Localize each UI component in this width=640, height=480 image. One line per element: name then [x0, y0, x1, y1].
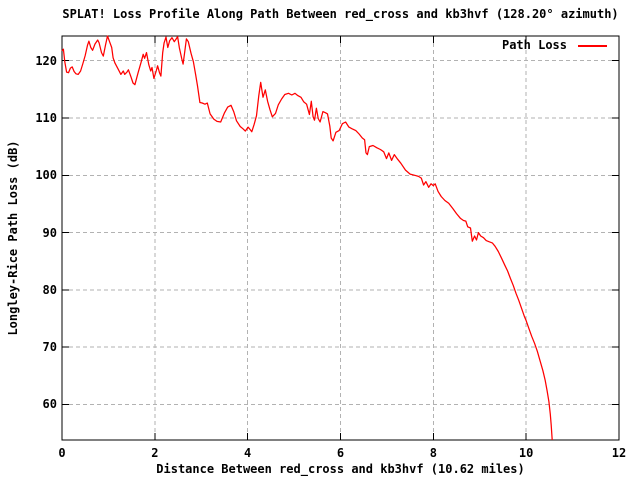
y-tick-label-120: 120 [35, 53, 57, 68]
legend-label: Path Loss [501, 38, 567, 52]
x-tick-label-10: 10 [518, 446, 534, 460]
x-tick-label-12: 12 [611, 446, 627, 460]
x-tick-label-2: 2 [151, 446, 159, 460]
y-tick-label-80: 80 [42, 282, 57, 297]
legend: Path Loss [502, 39, 607, 52]
x-tick-label-8: 8 [429, 446, 437, 460]
y-tick-label-60: 60 [42, 397, 57, 412]
y-tick-label-100: 100 [35, 168, 57, 183]
path-loss-curve [61, 35, 553, 441]
x-tick-label-0: 0 [58, 446, 66, 460]
y-tick-label-90: 90 [42, 225, 57, 240]
y-tick-label-70: 70 [42, 340, 57, 355]
chart-title: SPLAT! Loss Profile Along Path Between r… [62, 7, 619, 21]
y-tick-label-110: 110 [35, 110, 57, 125]
plot-border [61, 35, 620, 441]
x-tick-label-6: 6 [336, 446, 345, 460]
legend-line-sample [578, 44, 607, 47]
x-axis-label: Distance Between red_cross and kb3hvf (1… [156, 462, 525, 476]
x-tick-label-4: 4 [244, 446, 252, 460]
